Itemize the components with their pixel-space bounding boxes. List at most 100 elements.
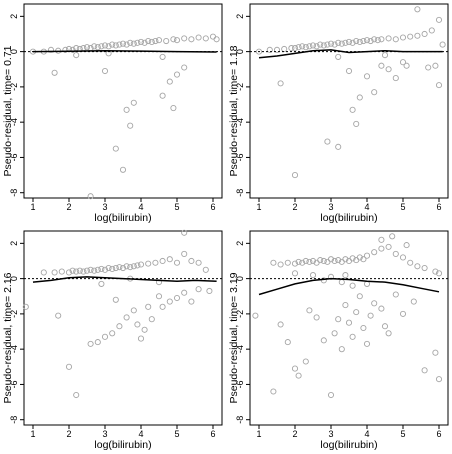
data-point bbox=[94, 266, 101, 273]
x-tick-label: 1 bbox=[256, 202, 261, 212]
data-point bbox=[378, 245, 385, 252]
data-point bbox=[385, 330, 392, 337]
data-point bbox=[342, 39, 349, 46]
data-point bbox=[291, 365, 299, 372]
data-point bbox=[112, 296, 119, 303]
data-point bbox=[324, 41, 331, 48]
data-point bbox=[152, 259, 159, 266]
data-point bbox=[291, 45, 299, 52]
data-point bbox=[385, 66, 392, 73]
x-tick-label: 1 bbox=[256, 429, 261, 439]
data-point bbox=[327, 40, 335, 47]
y-tick-label: 0 bbox=[235, 276, 245, 281]
y-tick-label: -4 bbox=[235, 345, 245, 353]
x-tick-label: 3 bbox=[102, 202, 107, 212]
x-tick-label: 3 bbox=[328, 429, 333, 439]
y-tick-label: -6 bbox=[235, 153, 245, 161]
data-point bbox=[137, 335, 145, 342]
data-point bbox=[101, 266, 109, 273]
data-point bbox=[414, 32, 421, 39]
data-point bbox=[363, 340, 371, 347]
data-point bbox=[399, 59, 407, 66]
plot-frame bbox=[23, 230, 223, 426]
x-tick-label: 6 bbox=[436, 202, 441, 212]
data-point bbox=[134, 321, 141, 328]
data-point bbox=[181, 35, 188, 42]
data-point bbox=[335, 53, 342, 60]
data-point bbox=[435, 16, 443, 23]
data-point bbox=[313, 43, 320, 50]
data-point bbox=[367, 312, 374, 319]
data-point bbox=[356, 38, 363, 45]
x-tick-label: 1 bbox=[30, 202, 35, 212]
data-point bbox=[105, 264, 112, 272]
data-point bbox=[170, 36, 177, 43]
y-tick-label: -2 bbox=[9, 310, 19, 318]
smooth-curve bbox=[258, 49, 443, 59]
smooth-curve bbox=[258, 277, 440, 296]
data-point bbox=[130, 263, 137, 270]
data-point bbox=[155, 293, 163, 300]
data-point bbox=[381, 52, 389, 59]
data-point bbox=[181, 229, 188, 236]
data-point bbox=[399, 34, 407, 41]
data-point bbox=[338, 279, 345, 286]
data-point bbox=[345, 67, 353, 75]
data-point bbox=[421, 30, 428, 38]
y-tick-label: 2 bbox=[235, 241, 245, 246]
data-point bbox=[116, 264, 123, 271]
data-point bbox=[432, 268, 439, 275]
data-point bbox=[428, 27, 435, 34]
data-point bbox=[98, 280, 105, 287]
data-point bbox=[270, 388, 277, 395]
data-point bbox=[101, 333, 109, 340]
data-point bbox=[392, 75, 399, 82]
y-tick-label: -6 bbox=[9, 380, 19, 388]
data-point bbox=[356, 293, 363, 300]
data-point bbox=[159, 303, 166, 310]
data-point bbox=[432, 62, 439, 69]
data-point bbox=[98, 265, 105, 272]
data-point bbox=[91, 43, 98, 50]
data-point bbox=[87, 266, 94, 273]
x-tick-label: 6 bbox=[436, 429, 441, 439]
data-point bbox=[331, 41, 338, 48]
data-point bbox=[170, 105, 177, 112]
data-point bbox=[320, 257, 327, 265]
data-point bbox=[378, 62, 385, 69]
x-tick-label: 4 bbox=[138, 429, 143, 439]
y-tick-label: -8 bbox=[9, 189, 19, 197]
data-point bbox=[141, 39, 148, 46]
data-point bbox=[284, 339, 291, 346]
x-tick-label: 5 bbox=[174, 429, 179, 439]
data-point bbox=[363, 37, 371, 44]
data-point bbox=[331, 257, 338, 265]
y-tick-label: 0 bbox=[9, 49, 19, 54]
data-point bbox=[47, 46, 55, 53]
data-point bbox=[188, 36, 195, 43]
data-point bbox=[335, 257, 342, 264]
y-tick-label: -6 bbox=[9, 153, 19, 161]
x-tick-label: 2 bbox=[66, 202, 71, 212]
x-tick-label: 2 bbox=[292, 429, 297, 439]
data-point bbox=[119, 166, 127, 173]
data-point bbox=[414, 263, 421, 270]
data-point bbox=[309, 42, 317, 49]
data-point bbox=[385, 35, 392, 42]
data-point bbox=[381, 323, 389, 330]
data-point bbox=[173, 259, 181, 266]
x-tick-label: 4 bbox=[364, 202, 369, 212]
x-tick-label: 2 bbox=[66, 429, 71, 439]
data-point bbox=[414, 6, 421, 13]
data-point bbox=[421, 367, 428, 374]
data-point bbox=[87, 193, 94, 200]
panel-2: Pseudo-residual, time= 1.18 log(bilirubi… bbox=[228, 3, 449, 224]
data-point bbox=[331, 330, 338, 337]
data-point bbox=[302, 257, 309, 265]
data-point bbox=[309, 257, 317, 265]
data-point bbox=[123, 41, 130, 48]
data-point bbox=[349, 333, 356, 340]
data-point bbox=[367, 37, 374, 45]
data-point bbox=[273, 46, 281, 53]
data-point bbox=[155, 279, 163, 286]
